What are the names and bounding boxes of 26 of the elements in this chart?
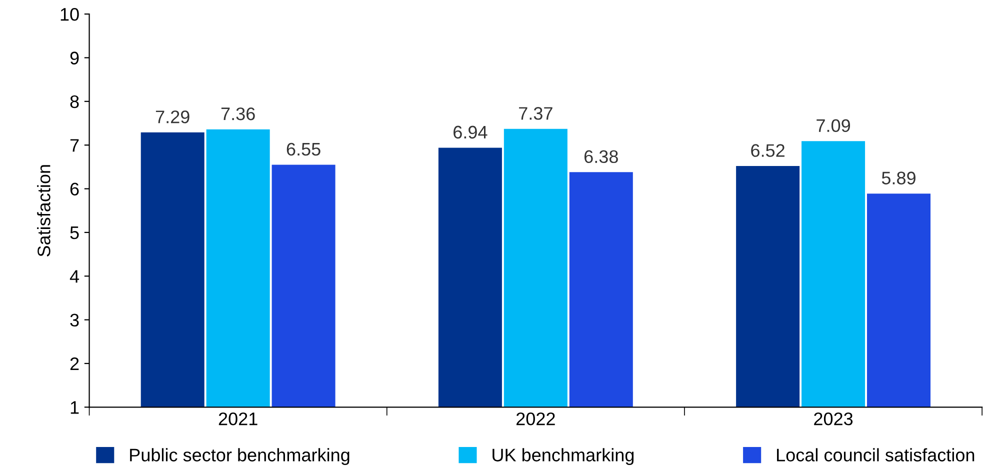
y-tick-label: 3 bbox=[70, 314, 79, 327]
data-label: 5.89 bbox=[882, 172, 916, 184]
legend-label: UK benchmarking bbox=[492, 448, 634, 466]
data-label: 6.55 bbox=[286, 142, 320, 156]
data-label: 7.36 bbox=[221, 107, 255, 120]
x-tick-label: 2021 bbox=[218, 412, 258, 426]
y-tick-label: 1 bbox=[70, 401, 79, 414]
legend-label: Public sector benchmarking bbox=[130, 448, 350, 466]
data-label: 6.52 bbox=[751, 144, 784, 157]
y-tick-label: 9 bbox=[70, 52, 79, 64]
data-label: 7.09 bbox=[816, 119, 850, 132]
x-tick-label: 2023 bbox=[814, 412, 853, 426]
data-label: 6.94 bbox=[454, 126, 488, 139]
data-label: 6.38 bbox=[584, 150, 618, 164]
y-tick-label: 10 bbox=[60, 8, 79, 21]
y-axis-title: Satisfaction bbox=[37, 165, 50, 256]
y-tick-label: 2 bbox=[70, 357, 79, 370]
legend-label: Local council satisfaction bbox=[777, 448, 974, 462]
data-label: 7.37 bbox=[519, 107, 552, 120]
x-tick-label: 2022 bbox=[516, 412, 555, 426]
data-label: 7.29 bbox=[156, 110, 190, 124]
y-tick-label: 5 bbox=[70, 226, 79, 240]
y-tick-label: 4 bbox=[70, 270, 80, 283]
y-tick-label: 8 bbox=[70, 95, 79, 108]
y-tick-label: 7 bbox=[70, 139, 79, 152]
y-tick-label: 6 bbox=[70, 182, 79, 196]
